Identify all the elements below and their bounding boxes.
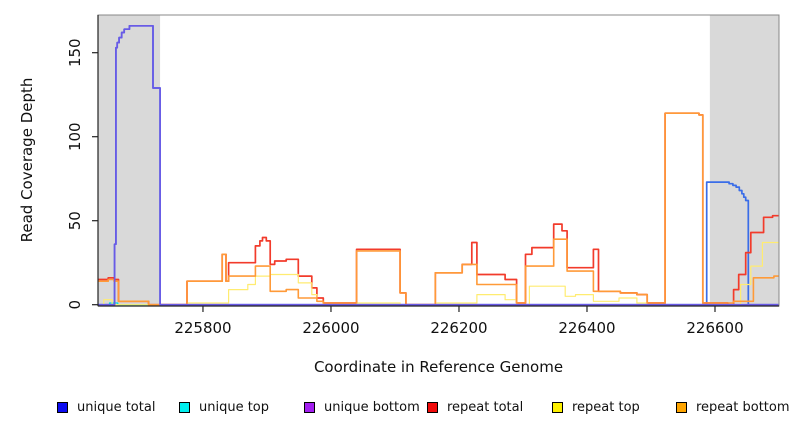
y-tick-label: 0 [66, 300, 84, 310]
legend-chip-repeat-bottom [676, 401, 687, 413]
legend-label: repeat top [572, 399, 640, 415]
masked-region [98, 15, 161, 306]
legend: unique total unique top unique bottom repea… [0, 397, 792, 419]
legend-label: unique top [199, 399, 270, 415]
series-line-repeat-bottom [98, 112, 779, 306]
series-line-repeat-total [98, 112, 779, 306]
legend-chip-repeat-top [552, 401, 563, 413]
y-tick-label: 50 [66, 211, 84, 230]
y-axis-title: Read Coverage Depth [18, 77, 36, 243]
legend-chip-unique-top [179, 401, 190, 413]
legend-item-repeat-bottom: repeat bottom [676, 397, 790, 417]
plot-frame [97, 14, 780, 307]
legend-item-repeat-total: repeat total [427, 397, 523, 417]
legend-chip-unique-total [57, 401, 68, 413]
legend-item-repeat-top: repeat top [552, 397, 640, 417]
legend-label: unique bottom [324, 399, 420, 415]
x-tick-label: 226000 [302, 319, 359, 337]
x-tick-label: 226600 [686, 319, 743, 337]
x-tick-label: 226400 [558, 319, 615, 337]
legend-item-unique-top: unique top [179, 397, 269, 417]
legend-chip-repeat-total [427, 401, 438, 413]
legend-label: unique total [77, 399, 156, 415]
masked-region [709, 15, 779, 306]
x-tick-label: 226200 [430, 319, 487, 337]
x-axis-title: Coordinate in Reference Genome [313, 358, 564, 376]
x-tick-label: 225800 [174, 319, 231, 337]
series-line-unique-bottom [98, 24, 779, 306]
y-tick-label: 150 [66, 38, 84, 67]
legend-label: repeat total [447, 399, 524, 415]
series-line-unique-total [98, 24, 779, 306]
legend-item-unique-bottom: unique bottom [304, 397, 420, 417]
legend-item-unique-total: unique total [57, 397, 155, 417]
y-tick-label: 100 [66, 122, 84, 151]
legend-chip-unique-bottom [304, 401, 315, 413]
legend-label: repeat bottom [696, 399, 790, 415]
